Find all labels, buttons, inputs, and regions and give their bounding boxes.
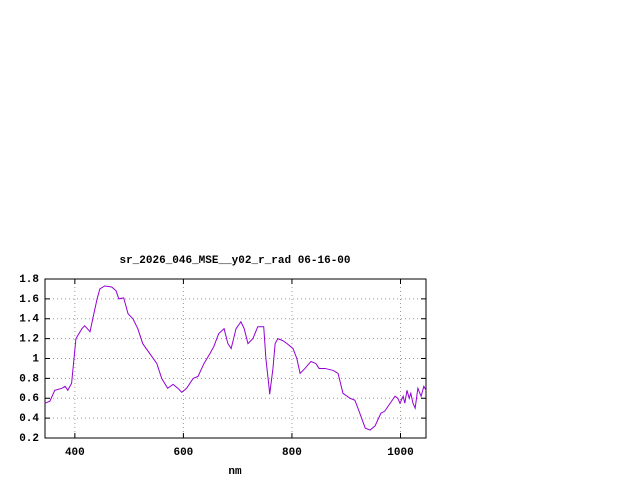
y-tick-label: 0.2 [19,433,39,445]
y-tick-label: 1.4 [19,314,39,326]
x-tick-label: 400 [65,447,85,459]
y-tick-label: 0.6 [19,393,39,405]
y-tick-label: 0.8 [19,373,39,385]
x-tick-label: 1000 [387,447,413,459]
y-tick-label: 0.4 [19,413,39,425]
plot-border [44,278,427,439]
y-tick-label: 1.8 [19,274,39,286]
y-tick-label: 1.6 [19,294,39,306]
chart-title: sr_2026_046_MSE__y02_r_rad 06-16-00 [119,255,350,267]
x-tick-label: 600 [173,447,193,459]
x-tick-label: 800 [282,447,302,459]
x-axis-label: nm [228,466,242,478]
data-line [44,285,427,431]
y-tick-label: 1.2 [19,334,39,346]
y-tick-label: 1 [32,353,39,365]
